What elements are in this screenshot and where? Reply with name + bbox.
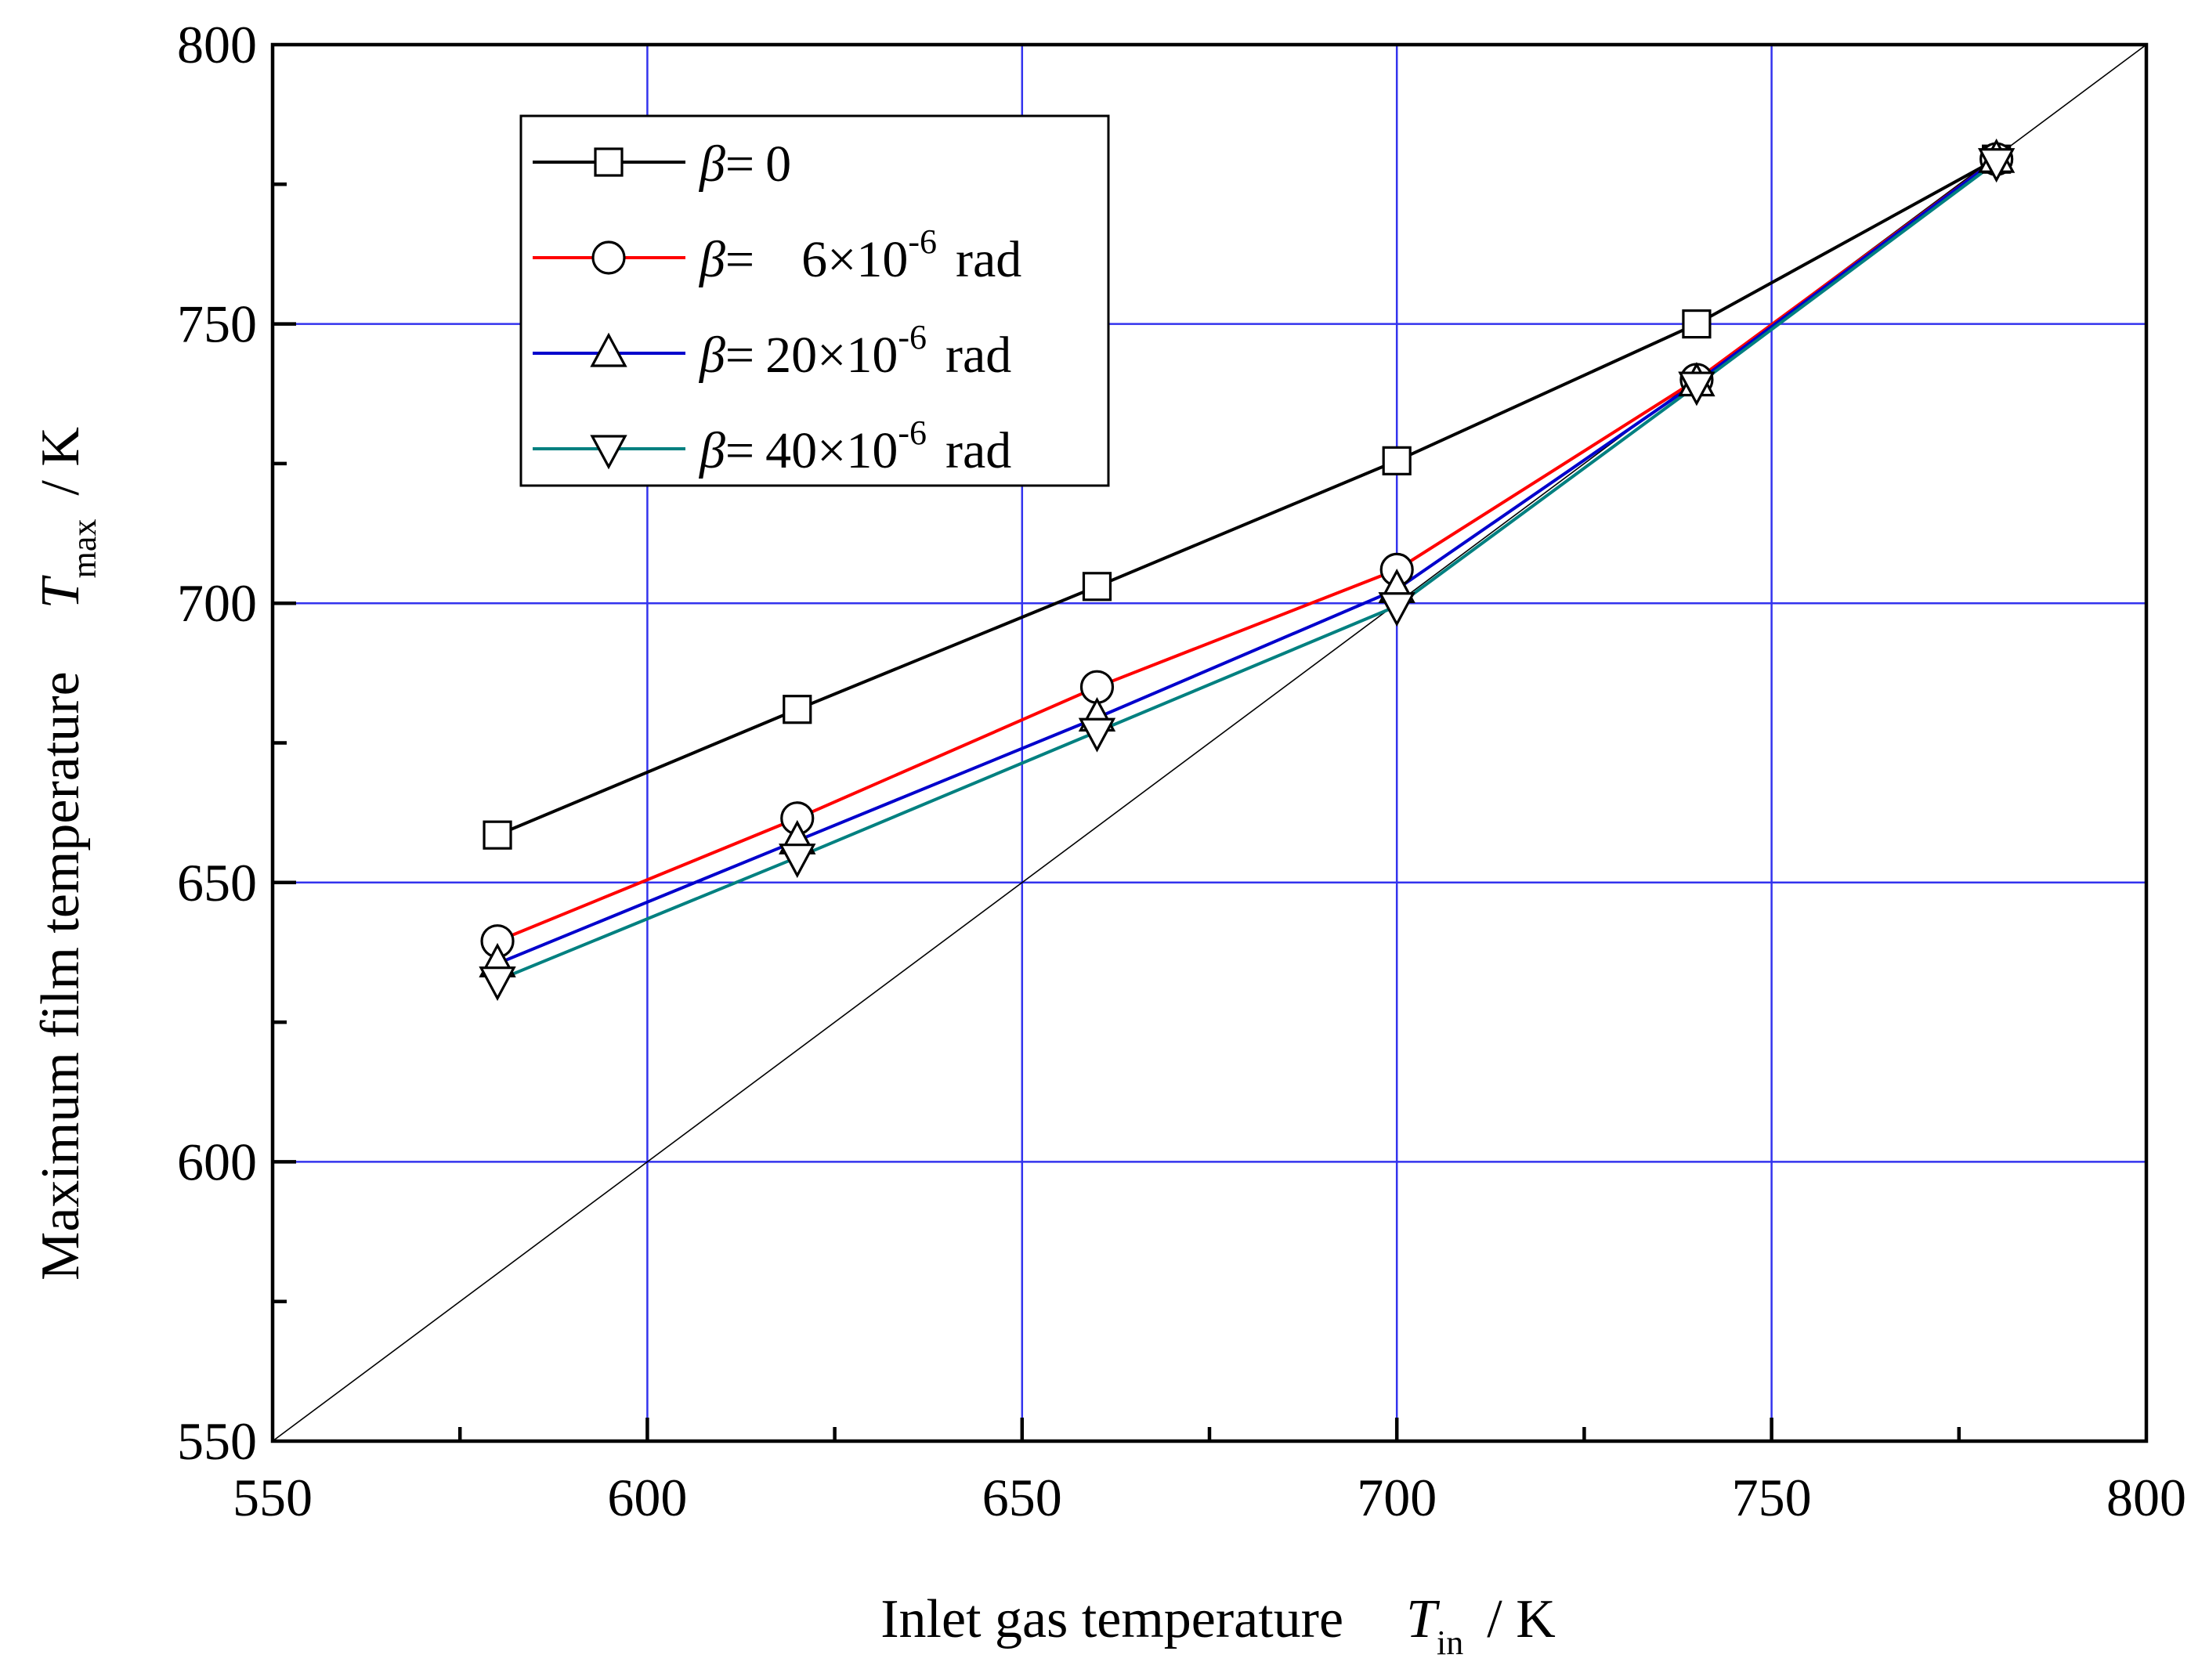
legend-power: -6 xyxy=(898,414,927,452)
y-axis-title: Maximum film temperature Tmax / K xyxy=(31,427,103,1281)
marker-triangle-down xyxy=(779,844,816,879)
marker-square xyxy=(1082,572,1112,602)
marker-square xyxy=(783,695,812,724)
legend-label: β= 20×10-6 rad xyxy=(698,318,1011,384)
legend-symbol: β xyxy=(698,422,725,479)
legend-symbol: β xyxy=(698,231,725,288)
marker-square xyxy=(1382,446,1412,475)
y-axis-subscript: max xyxy=(65,519,103,579)
legend-symbol: β xyxy=(698,327,725,384)
marker-square xyxy=(483,820,512,850)
y-tick-label: 550 xyxy=(177,1411,257,1471)
marker-triangle-down xyxy=(1078,717,1116,753)
legend-eq: = xyxy=(725,231,754,288)
x-tick-label: 700 xyxy=(1357,1468,1437,1527)
series-line xyxy=(497,157,1998,943)
x-tick-label: 800 xyxy=(2106,1468,2186,1527)
y-tick-label: 800 xyxy=(177,15,257,74)
legend-unit: rad xyxy=(956,231,1021,288)
series-line xyxy=(497,161,1998,982)
y-axis-title-text: Maximum film temperature xyxy=(31,671,91,1281)
x-axis-unit: / K xyxy=(1487,1589,1556,1649)
series-line xyxy=(497,157,1998,837)
x-axis-title-text: Inlet gas temperature xyxy=(880,1589,1343,1649)
marker-triangle-down xyxy=(1678,371,1716,406)
legend-eq: = xyxy=(725,135,754,193)
marker-triangle-up xyxy=(590,332,627,367)
series-group xyxy=(479,138,2016,1001)
axis-ticks xyxy=(273,182,1961,1441)
x-tick-label: 550 xyxy=(233,1468,313,1527)
x-axis-symbol: T xyxy=(1406,1589,1441,1649)
series-line xyxy=(497,157,1998,966)
legend-unit: rad xyxy=(945,327,1011,384)
marker-square xyxy=(1682,309,1712,339)
x-tick-label: 650 xyxy=(982,1468,1062,1527)
marker-triangle-down xyxy=(479,966,516,1001)
legend-eq: = xyxy=(725,422,754,479)
y-tick-label: 600 xyxy=(177,1132,257,1191)
legend-symbol: β xyxy=(698,135,725,193)
legend-eq: = xyxy=(725,327,754,384)
legend-label: β= 40×10-6 rad xyxy=(698,414,1011,479)
marker-circle xyxy=(591,240,626,275)
legend-label: β= 6×10-6 rad xyxy=(698,222,1021,288)
y-tick-label: 750 xyxy=(177,294,257,354)
legend-power: -6 xyxy=(898,318,927,356)
x-tick-labels: 550 600 650 700 750 800 xyxy=(233,1468,2186,1527)
legend-power: -6 xyxy=(908,222,937,261)
x-axis-title: Inlet gas temperature Tin / K xyxy=(880,1589,1556,1662)
y-tick-label: 700 xyxy=(177,573,257,633)
legend-value: 40×10 xyxy=(765,422,898,479)
y-tick-labels: 550 600 650 700 750 800 xyxy=(177,15,257,1471)
y-tick-label: 650 xyxy=(177,853,257,912)
legend-box xyxy=(519,114,1110,487)
y-axis-symbol: T xyxy=(31,574,91,609)
legend-value: 20×10 xyxy=(765,327,898,384)
x-tick-label: 600 xyxy=(607,1468,687,1527)
legend-unit: rad xyxy=(945,422,1011,479)
marker-triangle-down xyxy=(1378,592,1415,627)
marker-square xyxy=(594,147,624,177)
legend-value: 6×10 xyxy=(801,231,908,288)
marker-triangle-down xyxy=(1977,148,2016,183)
x-axis-subscript: in xyxy=(1437,1624,1463,1662)
legend-value: 0 xyxy=(765,135,791,193)
marker-triangle-down xyxy=(590,435,627,470)
legend-label: β= 0 xyxy=(698,135,791,193)
y-axis-unit: / K xyxy=(31,427,91,496)
x-tick-label: 750 xyxy=(1732,1468,1812,1527)
